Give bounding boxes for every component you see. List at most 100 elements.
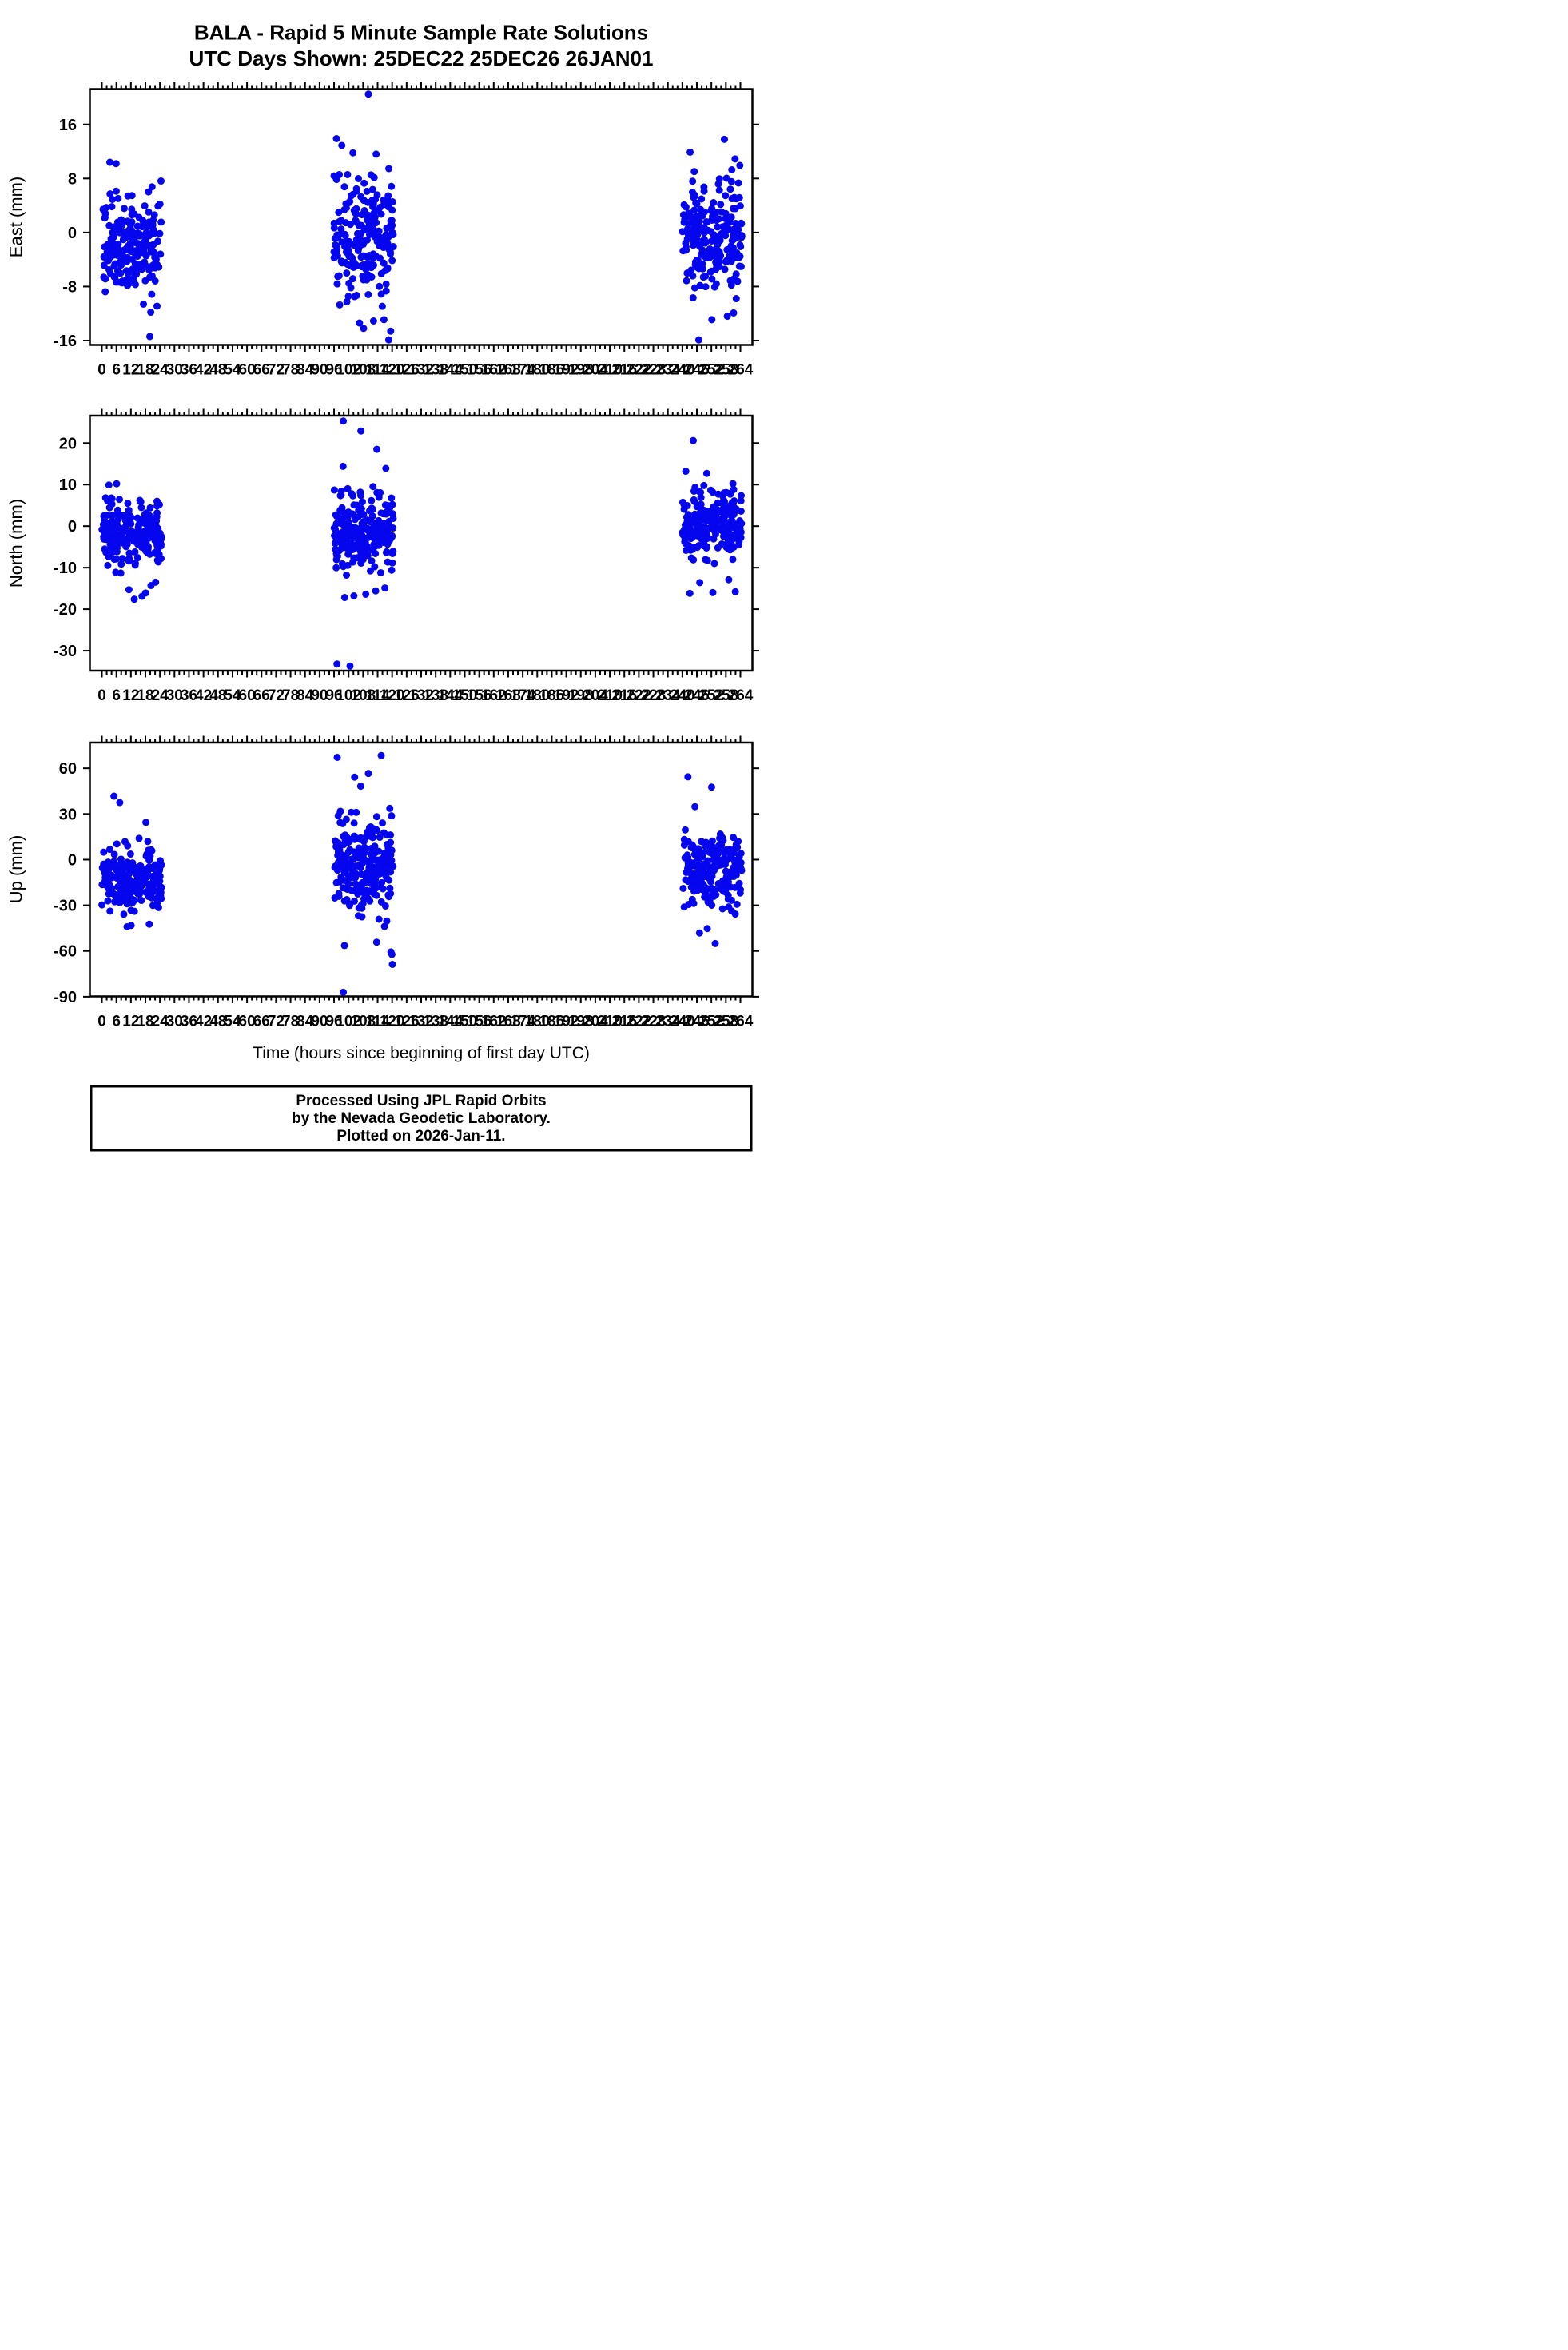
up-xtick-label: 48 xyxy=(209,1014,226,1030)
east-xtick-label: 120 xyxy=(380,362,405,379)
up-xtick-label: 0 xyxy=(98,1014,106,1030)
east-xtick-label: 102 xyxy=(336,362,361,379)
up-xtick-label: 126 xyxy=(394,1014,420,1030)
east-ytick-label: 0 xyxy=(68,225,77,242)
east-xtick-label: 96 xyxy=(325,362,342,379)
east-xtick-label: 216 xyxy=(611,362,637,379)
east-xtick-label: 78 xyxy=(282,362,299,379)
north-xtick-label: 246 xyxy=(684,687,710,704)
east-xtick-label: 168 xyxy=(495,362,521,379)
east-xtick-label: 0 xyxy=(98,362,106,379)
up-xtick-label: 186 xyxy=(539,1014,565,1030)
east-xtick-label: 90 xyxy=(311,362,328,379)
up-xtick-label: 264 xyxy=(728,1014,754,1030)
east-xtick-label: 54 xyxy=(224,362,241,379)
east-data-points xyxy=(99,90,746,344)
up-xtick-label: 258 xyxy=(713,1014,738,1030)
up-xtick-label: 36 xyxy=(181,1014,197,1030)
north-xtick-label: 240 xyxy=(670,687,695,704)
up-xtick-label: 252 xyxy=(698,1014,724,1030)
north-xtick-label: 216 xyxy=(611,687,637,704)
east-xtick-label: 60 xyxy=(239,362,256,379)
north-subplot: 0 6 12182430364248546066727884909610210811… xyxy=(54,408,759,704)
up-xtick-label: 144 xyxy=(437,1014,463,1030)
up-xtick-label: 222 xyxy=(627,1014,652,1030)
up-xtick-label: 42 xyxy=(195,1014,212,1030)
north-xtick-label: 186 xyxy=(539,687,565,704)
north-xtick-label: 258 xyxy=(713,687,738,704)
north-xtick-label: 144 xyxy=(437,687,463,704)
east-xtick-label: 48 xyxy=(209,362,226,379)
north-xtick-label: 30 xyxy=(166,687,183,704)
east-ytick-label: -16 xyxy=(54,333,77,350)
up-xtick-label: 234 xyxy=(655,1014,681,1030)
east-xtick-label: 156 xyxy=(467,362,492,379)
east-xtick-label: 126 xyxy=(394,362,420,379)
east-xtick-label: 108 xyxy=(351,362,376,379)
north-xtick-label: 54 xyxy=(224,687,241,704)
up-xtick-label: 30 xyxy=(166,1014,183,1030)
north-axis-title: North (mm) xyxy=(6,499,26,588)
up-xtick-label: 180 xyxy=(524,1014,550,1030)
north-xtick-label: 24 xyxy=(152,687,169,704)
east-xtick-label: 240 xyxy=(670,362,695,379)
north-xtick-label: 156 xyxy=(467,687,492,704)
east-xtick-label: 246 xyxy=(684,362,710,379)
up-xtick-label: 78 xyxy=(282,1014,299,1030)
north-xtick-label: 180 xyxy=(524,687,550,704)
time-axis-label: Time (hours since beginning of first day… xyxy=(253,1044,590,1062)
chart-built-layers: 0 6 12182430364248546066727884909610210811… xyxy=(54,82,759,1030)
east-xtick-label: 174 xyxy=(510,362,535,379)
east-xtick-labels: 0 6 12182430364248546066727884909610210811… xyxy=(98,362,754,379)
east-xtick-label: 210 xyxy=(597,362,623,379)
east-xtick-label: 150 xyxy=(452,362,478,379)
north-xtick-label: 234 xyxy=(655,687,681,704)
east-xtick-label: 258 xyxy=(713,362,738,379)
up-ytick-label: -60 xyxy=(54,943,77,961)
east-xtick-label: 66 xyxy=(253,362,270,379)
north-xtick-label: 228 xyxy=(641,687,667,704)
east-xtick-label: 204 xyxy=(583,362,608,379)
north-xtick-labels: 0 6 12182430364248546066727884909610210811… xyxy=(98,687,754,704)
up-xtick-label: 246 xyxy=(684,1014,710,1030)
footer-line1: Processed Using JPL Rapid Orbits xyxy=(296,1093,546,1109)
north-xtick-label: 264 xyxy=(728,687,754,704)
north-xtick-label: 102 xyxy=(336,687,361,704)
up-ytick-label: -90 xyxy=(54,989,77,1006)
north-xtick-label: 222 xyxy=(627,687,652,704)
plot-page: 0 6 12 18 24 30 36 42 48 54 60 66 72 78 84 90 96 102 108 11… xyxy=(0,0,784,1175)
north-ytick-label: -20 xyxy=(54,601,77,619)
north-xtick-label: 114 xyxy=(365,687,390,704)
up-xtick-label: 108 xyxy=(351,1014,376,1030)
east-xtick-label: 36 xyxy=(181,362,197,379)
east-xtick-label: 234 xyxy=(655,362,681,379)
north-xtick-label: 168 xyxy=(495,687,521,704)
up-xtick-label: 114 xyxy=(365,1014,390,1030)
east-xtick-label: 198 xyxy=(568,362,594,379)
up-xtick-label: 204 xyxy=(583,1014,608,1030)
north-xtick-label: 108 xyxy=(351,687,376,704)
north-xtick-label: 66 xyxy=(253,687,270,704)
east-xtick-label: 6 xyxy=(112,362,121,379)
up-xtick-label: 198 xyxy=(568,1014,594,1030)
east-frame xyxy=(89,88,754,346)
up-xtick-label: 162 xyxy=(481,1014,507,1030)
up-xtick-label: 216 xyxy=(611,1014,637,1030)
up-ytick-labels: 60 30 0 -30 -60 -90 xyxy=(54,760,77,1006)
up-data-points xyxy=(98,751,746,996)
up-xtick-label: 132 xyxy=(408,1014,434,1030)
up-subplot: 0 6 12182430364248546066727884909610210811… xyxy=(54,735,759,1030)
north-xtick-label: 12 xyxy=(122,687,139,704)
north-xtick-label: 48 xyxy=(209,687,226,704)
up-xtick-label: 84 xyxy=(296,1014,314,1030)
up-xtick-label: 138 xyxy=(423,1014,448,1030)
east-axis-title: East (mm) xyxy=(6,177,26,257)
east-xtick-label: 192 xyxy=(554,362,579,379)
east-xtick-label: 162 xyxy=(481,362,507,379)
east-ytick-label: 8 xyxy=(68,170,77,188)
north-xtick-label: 138 xyxy=(423,687,448,704)
up-xtick-label: 18 xyxy=(137,1014,153,1030)
north-xtick-label: 60 xyxy=(239,687,256,704)
north-ytick-label: -10 xyxy=(54,560,77,577)
east-ytick-labels: 16 8 0 -8 -16 xyxy=(54,117,77,350)
